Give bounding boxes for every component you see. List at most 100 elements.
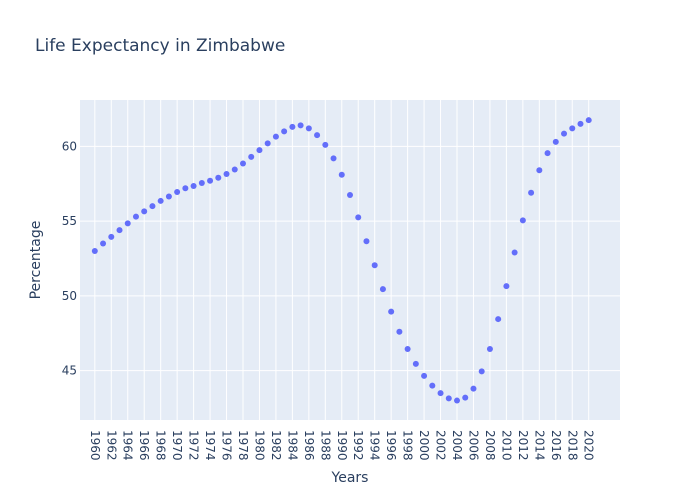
x-axis-title: Years	[331, 470, 369, 486]
data-point[interactable]	[528, 189, 535, 196]
plot-area	[80, 100, 620, 420]
data-point[interactable]	[149, 203, 156, 210]
data-point[interactable]	[363, 238, 370, 245]
x-tick-label: 1962	[104, 430, 118, 461]
x-tick-label: 1970	[170, 430, 184, 461]
data-point[interactable]	[91, 248, 98, 255]
data-point[interactable]	[561, 130, 568, 137]
x-tick-label: 2008	[483, 430, 497, 461]
grid-lines	[80, 100, 620, 420]
y-tick-label: 60	[62, 139, 77, 153]
data-point[interactable]	[388, 308, 395, 315]
data-point[interactable]	[165, 193, 172, 200]
data-point[interactable]	[314, 132, 321, 139]
data-point[interactable]	[198, 179, 205, 186]
data-point[interactable]	[272, 133, 279, 140]
x-tick-label: 1974	[203, 430, 217, 461]
data-point[interactable]	[174, 188, 181, 195]
data-points	[91, 117, 592, 404]
data-point[interactable]	[552, 138, 559, 145]
y-axis-ticks: 45 50 55 60	[62, 139, 77, 377]
data-point[interactable]	[536, 167, 543, 174]
x-tick-label: 2012	[516, 430, 530, 461]
data-point[interactable]	[412, 360, 419, 367]
data-point[interactable]	[231, 166, 238, 173]
x-tick-label: 1972	[187, 430, 201, 461]
data-point[interactable]	[462, 394, 469, 401]
x-tick-label: 1990	[335, 430, 349, 461]
data-point[interactable]	[577, 120, 584, 127]
x-tick-label: 2006	[466, 430, 480, 461]
data-point[interactable]	[486, 345, 493, 352]
data-point[interactable]	[454, 397, 461, 404]
data-point[interactable]	[503, 283, 510, 290]
y-axis-title: Percentage	[28, 221, 44, 300]
x-tick-label: 1966	[137, 430, 151, 461]
data-point[interactable]	[371, 262, 378, 269]
data-point[interactable]	[470, 385, 477, 392]
data-point[interactable]	[347, 191, 353, 198]
x-tick-label: 2018	[565, 430, 579, 461]
data-point[interactable]	[322, 141, 329, 148]
x-tick-label: 2016	[549, 430, 563, 461]
x-tick-label: 2002	[434, 430, 448, 461]
data-point[interactable]	[445, 395, 452, 402]
data-point[interactable]	[182, 185, 189, 192]
data-point[interactable]	[338, 171, 345, 178]
data-point[interactable]	[132, 213, 139, 220]
x-tick-label: 1968	[154, 430, 168, 461]
x-tick-label: 1988	[318, 430, 332, 461]
data-point[interactable]	[215, 174, 222, 181]
data-point[interactable]	[437, 390, 444, 397]
data-point[interactable]	[421, 372, 428, 379]
data-point[interactable]	[519, 217, 526, 224]
data-point[interactable]	[330, 155, 337, 162]
data-point[interactable]	[355, 214, 362, 221]
data-point[interactable]	[239, 160, 246, 167]
data-point[interactable]	[305, 125, 312, 132]
data-point[interactable]	[256, 147, 263, 154]
data-point[interactable]	[585, 117, 592, 124]
data-point[interactable]	[190, 182, 197, 189]
data-point[interactable]	[404, 345, 411, 352]
x-tick-label: 1984	[285, 430, 299, 461]
x-tick-label: 1960	[88, 430, 102, 461]
data-point[interactable]	[281, 128, 288, 135]
y-tick-label: 55	[62, 214, 77, 228]
x-tick-label: 2010	[499, 430, 513, 461]
data-point[interactable]	[544, 150, 551, 157]
data-point[interactable]	[116, 227, 123, 234]
x-tick-label: 1996	[384, 430, 398, 461]
data-point[interactable]	[511, 249, 518, 256]
data-point[interactable]	[223, 171, 230, 178]
data-point[interactable]	[100, 240, 107, 247]
data-point[interactable]	[495, 316, 502, 323]
data-point[interactable]	[396, 328, 403, 335]
x-tick-label: 2014	[532, 430, 546, 461]
data-point[interactable]	[264, 140, 271, 147]
x-tick-label: 1986	[302, 430, 316, 461]
data-point[interactable]	[108, 233, 115, 240]
x-tick-label: 1976	[220, 430, 234, 461]
data-point[interactable]	[124, 220, 131, 227]
data-point[interactable]	[569, 125, 576, 132]
x-tick-label: 1992	[351, 430, 365, 461]
data-point[interactable]	[429, 382, 436, 389]
x-tick-label: 2020	[582, 430, 596, 461]
x-tick-label: 1980	[252, 430, 266, 461]
x-tick-label: 1964	[121, 430, 135, 461]
data-point[interactable]	[248, 153, 255, 160]
x-tick-label: 1978	[236, 430, 250, 461]
data-point[interactable]	[141, 208, 148, 215]
data-point[interactable]	[289, 123, 296, 130]
data-point[interactable]	[478, 368, 485, 375]
data-point[interactable]	[157, 197, 164, 204]
data-point[interactable]	[207, 177, 214, 184]
data-point[interactable]	[297, 122, 304, 129]
chart-title: Life Expectancy in Zimbabwe	[35, 36, 285, 56]
data-point[interactable]	[379, 286, 386, 293]
x-axis-ticks: 1960 1962 1964 1966 1968 1970 1972 1974 1976 1978…	[88, 430, 596, 461]
x-tick-label: 1994	[368, 430, 382, 461]
y-tick-label: 45	[62, 364, 77, 378]
